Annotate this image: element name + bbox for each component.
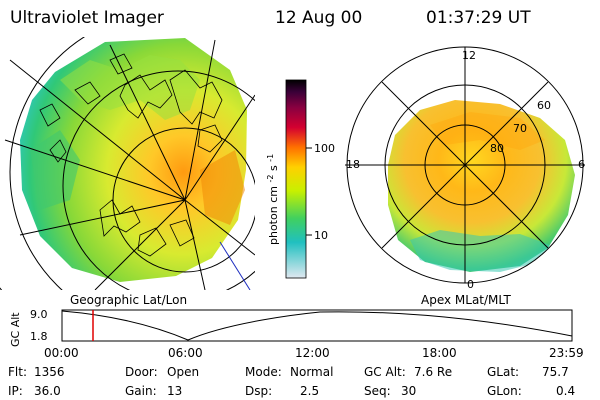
gain-label: Gain: — [125, 384, 157, 398]
magnetic-polar-plot: 12 18 6 0 60 70 80 — [345, 46, 585, 291]
altitude-xtick-2359: 23:59 — [549, 346, 584, 360]
altitude-curve — [61, 310, 573, 341]
mode-label: Mode: — [245, 365, 282, 379]
mlt-label-18: 18 — [346, 158, 360, 171]
coastline-outlines — [39, 53, 223, 257]
dsp-label: Dsp: — [245, 384, 272, 398]
door-value: Open — [167, 365, 199, 379]
date-label: 12 Aug 00 — [275, 8, 362, 28]
time-label: 01:37:29 UT — [426, 8, 531, 28]
status-footer: Flt: 1356 IP: 36.0 Door: Open Gain: 13 M… — [8, 365, 575, 398]
mag-grid — [345, 46, 585, 284]
geo-grid — [0, 37, 255, 290]
seq-value: 30 — [401, 384, 416, 398]
colorbar-tick-10: 10 — [314, 229, 328, 242]
instrument-title: Ultraviolet Imager — [10, 8, 164, 28]
altitude-xtick-0000: 00:00 — [44, 346, 79, 360]
geographic-map — [0, 37, 255, 290]
colorbar-tick-100: 100 — [314, 142, 335, 155]
glat-value: 75.7 — [542, 365, 569, 379]
mode-value: Normal — [290, 365, 333, 379]
mlt-label-6: 6 — [578, 158, 585, 171]
gain-value: 13 — [167, 384, 182, 398]
mlt-label-0: 0 — [467, 278, 474, 291]
dsp-value: 2.5 — [300, 384, 319, 398]
altitude-xtick-1200: 12:00 — [295, 346, 330, 360]
flt-value: 1356 — [34, 365, 65, 379]
door-label: Door: — [125, 365, 158, 379]
mag-aurora-image — [388, 100, 575, 272]
altitude-ytick-9: 9.0 — [30, 308, 48, 321]
altitude-plot: GC Alt 9.0 1.8 00:00 06:00 12:00 18:00 2… — [9, 308, 584, 360]
seq-label: Seq: — [364, 384, 391, 398]
gcalt-label: GC Alt: — [364, 365, 406, 379]
colorbar-unit-label: photon cm -2 s -1 — [263, 154, 280, 245]
glon-label: GLon: — [487, 384, 522, 398]
flt-label: Flt: — [8, 365, 27, 379]
ip-value: 36.0 — [34, 384, 61, 398]
mlat-label-80: 80 — [490, 142, 504, 155]
mlat-label-60: 60 — [537, 99, 551, 112]
gcalt-value: 7.6 Re — [414, 365, 452, 379]
ip-label: IP: — [8, 384, 23, 398]
altitude-xtick-0600: 06:00 — [168, 346, 203, 360]
mlt-label-12: 12 — [462, 49, 476, 62]
mlat-label-70: 70 — [513, 122, 527, 135]
glon-value: 0.4 — [556, 384, 575, 398]
altitude-ytick-1-8: 1.8 — [30, 330, 48, 343]
colorbar: 100 10 photon cm -2 s -1 — [263, 79, 335, 279]
glat-label: GLat: — [487, 365, 519, 379]
geo-panel-label: Geographic Lat/Lon — [70, 293, 187, 307]
mag-panel-label: Apex MLat/MLT — [421, 293, 511, 307]
altitude-xtick-1800: 18:00 — [422, 346, 457, 360]
altitude-ylabel: GC Alt — [9, 312, 22, 347]
